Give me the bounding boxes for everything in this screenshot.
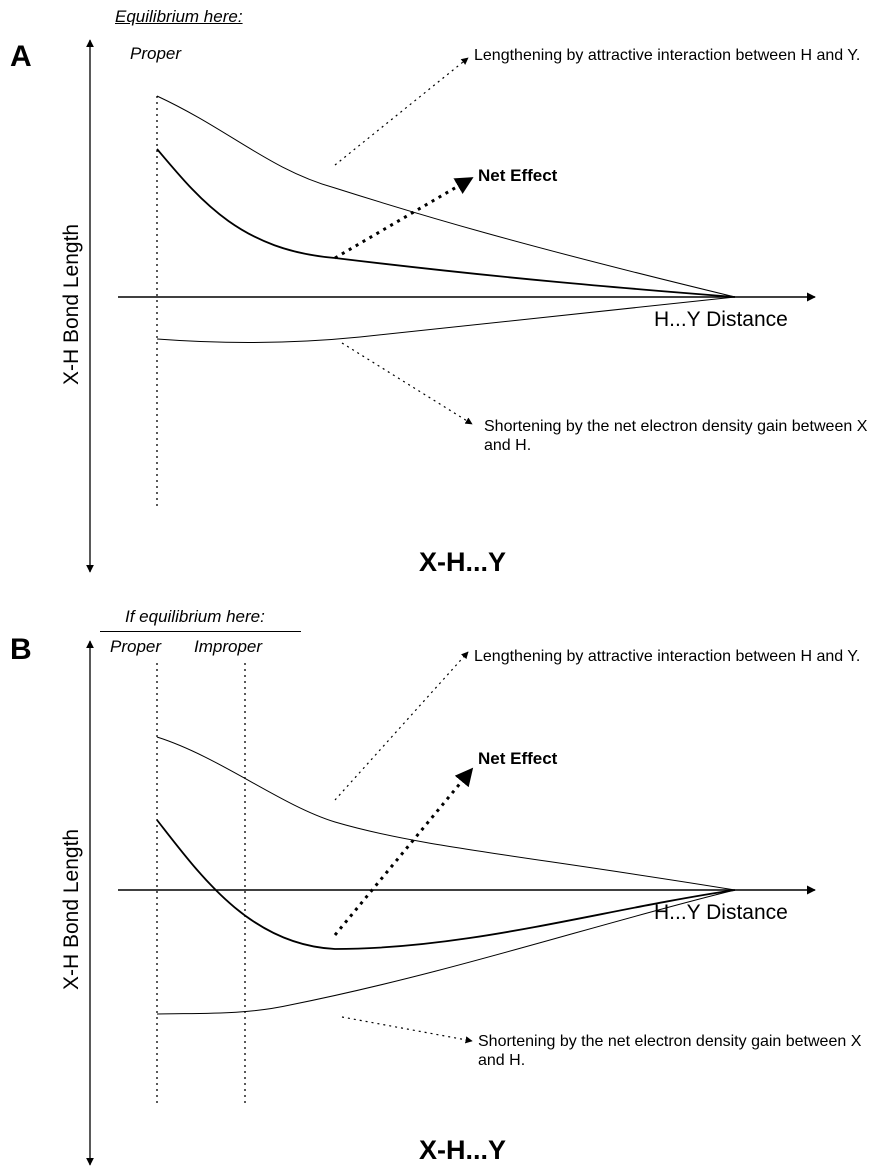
lengthening-label: Lengthening by attractive interaction be… — [474, 648, 861, 665]
net-effect-arrow — [333, 767, 474, 936]
lengthening-leader — [334, 57, 469, 166]
column-proper: Proper — [130, 44, 182, 63]
shortening-curve — [156, 296, 736, 343]
net-effect-label: Net Effect — [478, 166, 558, 185]
lengthening-curve — [156, 736, 736, 891]
panel-b: B If equilibrium here: Proper Improper L… — [0, 585, 884, 1169]
column-improper: Improper — [194, 637, 263, 656]
distance-axis-label: H...Y Distance — [654, 901, 788, 924]
equilibrium-heading: If equilibrium here: — [125, 607, 265, 626]
heading-rule — [100, 631, 301, 632]
net-effect-curve — [156, 819, 736, 950]
column-proper: Proper — [110, 637, 162, 656]
equilibrium-heading: Equilibrium here: — [115, 7, 243, 26]
diagram-a-graphics — [86, 39, 816, 573]
lengthening-leader — [334, 651, 469, 801]
molecule-label: X-H...Y — [419, 1135, 507, 1165]
panel-letter: B — [10, 633, 32, 666]
net-effect-label: Net Effect — [478, 749, 558, 768]
net-effect-arrow — [334, 176, 474, 260]
panel-a: A Equilibrium here: Proper Lengthening b… — [10, 7, 868, 577]
lengthening-label: Lengthening by attractive interaction be… — [474, 47, 861, 64]
panel-letter: A — [10, 40, 32, 73]
shortening-leader — [341, 342, 473, 425]
lengthening-curve — [156, 95, 736, 298]
shortening-curve — [156, 889, 736, 1015]
bond-axis-label: X-H Bond Length — [60, 828, 83, 990]
molecule-label: X-H...Y — [419, 547, 507, 577]
shortening-leader — [341, 1016, 473, 1044]
distance-axis-label: H...Y Distance — [654, 308, 788, 331]
diagram-b-graphics — [86, 640, 816, 1166]
bond-axis-label: X-H Bond Length — [60, 223, 83, 385]
shortening-label: Shortening by the net electron density g… — [484, 418, 868, 454]
net-effect-curve — [156, 148, 736, 298]
shortening-label: Shortening by the net electron density g… — [478, 1033, 862, 1069]
